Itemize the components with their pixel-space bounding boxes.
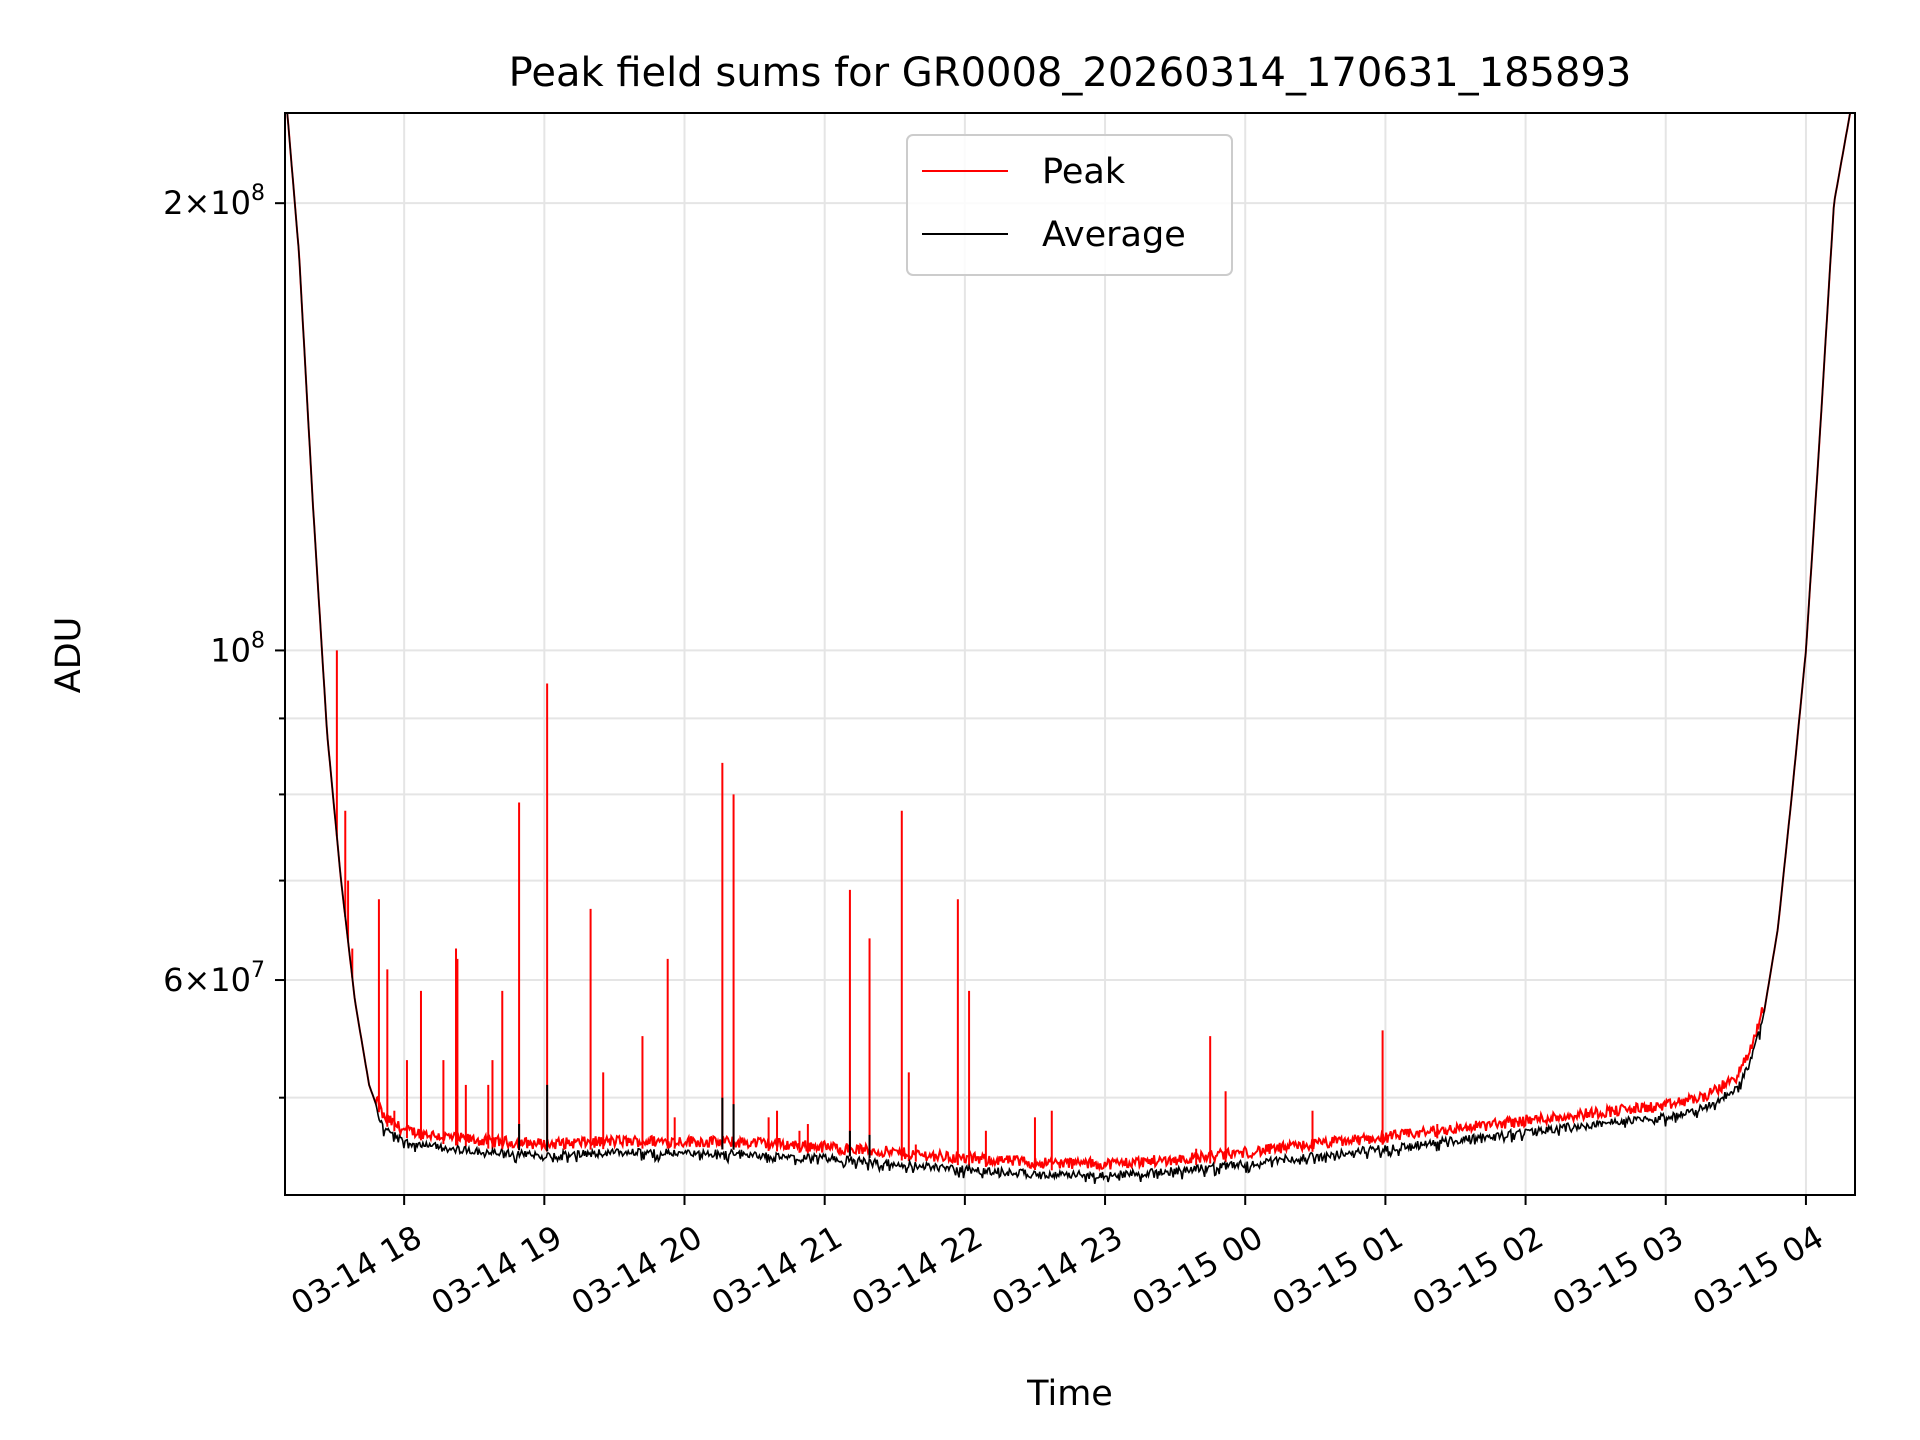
y-tick-label: 2×108 <box>163 181 265 222</box>
y-tick-base: 10 <box>210 631 251 669</box>
average-series-line <box>286 113 1851 1184</box>
average-series-spikes <box>518 1084 871 1158</box>
y-tick-exponent: 8 <box>251 181 265 206</box>
y-tick-times-sign: × <box>183 961 210 999</box>
y-tick-exponent: 8 <box>251 628 265 653</box>
plot-frame <box>284 112 1856 1196</box>
y-tick-label: 108 <box>210 628 265 669</box>
legend-peak-label: Peak <box>1042 152 1126 192</box>
legend: Peak Average <box>906 134 1233 276</box>
chart-title: Peak field sums for GR0008_20260314_1706… <box>509 50 1632 96</box>
y-tick-exponent: 7 <box>251 958 265 983</box>
y-tick-base: 10 <box>210 961 251 999</box>
y-tick-times-sign: × <box>183 184 210 222</box>
x-axis-label: Time <box>1026 1374 1113 1414</box>
peak-series-spikes <box>335 650 1439 1171</box>
legend-average-label: Average <box>1042 215 1186 255</box>
y-tick-label: 6×107 <box>163 958 265 999</box>
y-axis-label: ADU <box>49 617 89 694</box>
y-tick-mantissa: 2 <box>163 184 183 222</box>
y-tick-mantissa: 6 <box>163 961 183 999</box>
y-tick-base: 10 <box>210 184 251 222</box>
